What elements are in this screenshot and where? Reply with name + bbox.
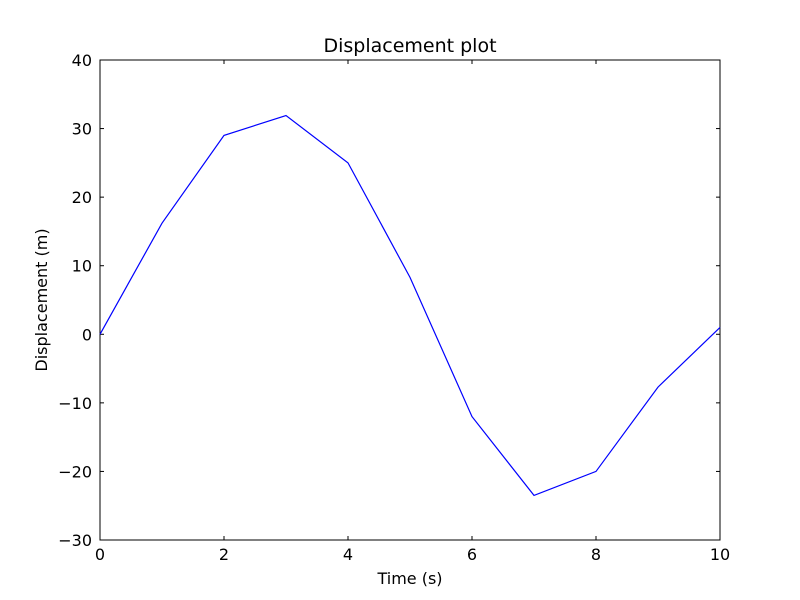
plot-area-frame: [99, 59, 721, 541]
series-layer: [99, 114, 721, 497]
x-tick-label: 4: [343, 545, 353, 564]
y-tick-label: −10: [58, 394, 92, 413]
y-tick-label: 20: [72, 188, 92, 207]
y-tick-label: 40: [72, 51, 92, 70]
x-tick-label: 2: [219, 545, 229, 564]
y-tick-label: 10: [72, 257, 92, 276]
x-tick-label: 8: [591, 545, 601, 564]
x-tick-label: 6: [467, 545, 477, 564]
x-tick-label: 10: [710, 545, 730, 564]
axis-ticks: 0 2 4 6 8 10 −30 −20 −10 0 10 20 30 40: [58, 51, 730, 564]
y-tick-label: −20: [58, 462, 92, 481]
y-tick-label: 0: [82, 325, 92, 344]
x-tick-label: 0: [95, 545, 105, 564]
chart-title: Displacement plot: [323, 35, 496, 57]
y-axis-label: Displacement (m): [32, 228, 51, 371]
y-tick-label: 30: [72, 120, 92, 139]
y-tick-label: −30: [58, 531, 92, 550]
x-axis-label: Time (s): [376, 569, 442, 588]
series-line: [99, 114, 721, 497]
